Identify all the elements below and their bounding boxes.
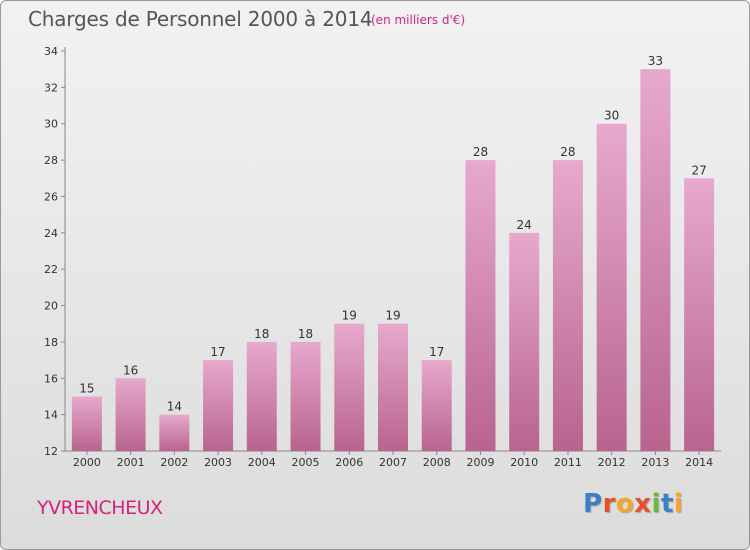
y-tick-label: 30	[44, 118, 58, 131]
y-tick-label: 28	[44, 154, 58, 167]
x-tick-label: 2003	[204, 456, 232, 469]
value-label: 30	[604, 109, 619, 123]
y-tick-label: 26	[44, 190, 58, 203]
x-tick-label: 2006	[335, 456, 363, 469]
bar-2011	[552, 160, 583, 451]
x-tick-label: 2013	[641, 456, 669, 469]
y-tick-label: 14	[44, 409, 58, 422]
bar-2013	[640, 69, 671, 451]
x-tick-label: 2012	[598, 456, 626, 469]
y-tick-label: 18	[44, 336, 58, 349]
value-label: 18	[298, 327, 313, 341]
bar-2007	[378, 323, 408, 451]
y-tick-label: 24	[44, 227, 58, 240]
value-label: 17	[429, 345, 444, 359]
value-label: 14	[167, 400, 182, 414]
value-label: 27	[691, 163, 706, 177]
x-tick-label: 2010	[510, 456, 538, 469]
value-label: 28	[473, 145, 488, 159]
bar-2012	[596, 123, 627, 452]
bar-2005	[290, 341, 321, 451]
value-label: 33	[648, 54, 663, 68]
x-tick-label: 2008	[423, 456, 451, 469]
x-tick-label: 2009	[466, 456, 494, 469]
x-tick-label: 2001	[117, 456, 145, 469]
x-tick-label: 2005	[292, 456, 320, 469]
x-tick-label: 2002	[160, 456, 188, 469]
proxiti-logo: Proxiti	[583, 489, 684, 519]
bar-2002	[159, 414, 190, 451]
value-label: 19	[342, 309, 357, 323]
y-tick-label: 32	[44, 81, 58, 94]
value-label: 17	[210, 345, 225, 359]
bar-2006	[334, 323, 365, 451]
bar-2008	[421, 360, 452, 451]
y-tick-label: 20	[44, 300, 58, 313]
x-tick-label: 2014	[685, 456, 713, 469]
bar-2003	[203, 360, 234, 451]
x-tick-label: 2007	[379, 456, 407, 469]
value-label: 24	[517, 218, 532, 232]
bar-2004	[246, 341, 277, 451]
commune-name: YVRENCHEUX	[37, 497, 163, 519]
value-label: 16	[123, 363, 138, 377]
x-tick-label: 2011	[554, 456, 582, 469]
bar-2014	[684, 178, 715, 452]
y-tick-label: 22	[44, 263, 58, 276]
y-tick-label: 34	[44, 45, 58, 58]
value-label: 28	[560, 145, 575, 159]
value-label: 15	[79, 381, 94, 395]
bar-2009	[465, 160, 496, 451]
value-label: 18	[254, 327, 269, 341]
chart-title: Charges de Personnel 2000 à 2014	[28, 7, 373, 31]
bar-2000	[71, 396, 102, 451]
y-tick-label: 12	[44, 445, 58, 458]
x-tick-label: 2004	[248, 456, 276, 469]
bar-2001	[115, 378, 146, 451]
y-tick-label: 16	[44, 372, 58, 385]
chart-subtitle: (en milliers d'€)	[371, 13, 466, 27]
x-tick-label: 2000	[73, 456, 101, 469]
value-label: 19	[385, 309, 400, 323]
bar-2010	[509, 232, 540, 451]
